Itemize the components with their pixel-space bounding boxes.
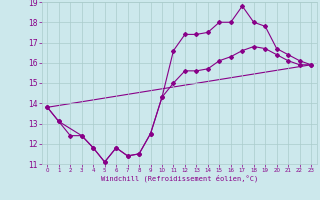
X-axis label: Windchill (Refroidissement éolien,°C): Windchill (Refroidissement éolien,°C) bbox=[100, 175, 258, 182]
